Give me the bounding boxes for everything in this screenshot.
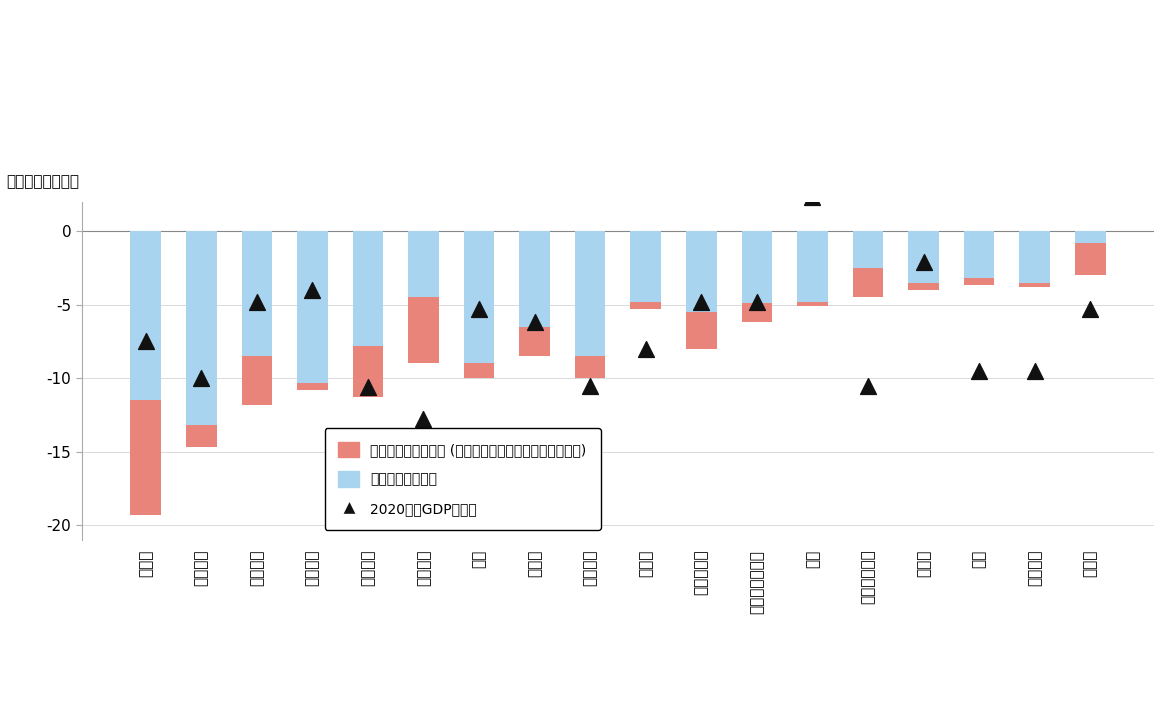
Bar [575,356,605,378]
Bar [131,231,161,400]
Bar [686,312,717,348]
Bar [964,278,995,285]
Bar [519,327,550,356]
Bar [798,302,828,306]
2020年のGDP成長率 [858,379,877,391]
Bar [908,231,939,282]
Bar [241,356,272,405]
Bar [1019,231,1051,282]
Bar [297,231,328,382]
Bar [742,231,772,303]
Bar [1019,282,1051,287]
Bar [131,400,161,515]
Bar [1075,231,1105,243]
Bar [852,231,884,268]
Bar [575,231,605,356]
2020年のGDP成長率 [526,317,545,328]
Bar [352,231,384,346]
Bar [185,231,217,426]
Bar [519,231,550,327]
2020年のGDP成長率 [359,381,378,392]
2020年のGDP成長率 [691,296,710,307]
Bar [352,346,384,397]
2020年のGDP成長率 [914,256,933,268]
2020年のGDP成長率 [637,343,655,354]
Bar [241,231,272,356]
2020年のGDP成長率 [247,296,266,307]
Bar [742,303,772,323]
2020年のGDP成長率 [470,303,489,315]
Bar [631,302,661,309]
Bar [185,426,217,447]
2020年のGDP成長率 [303,284,322,296]
Bar [798,231,828,302]
Bar [1075,243,1105,275]
2020年のGDP成長率 [970,365,989,377]
Bar [852,268,884,297]
Bar [464,364,494,378]
2020年のGDP成長率 [1025,365,1044,377]
Bar [686,231,717,312]
Bar [408,231,438,297]
2020年のGDP成長率 [192,372,211,384]
Bar [464,231,494,364]
Legend: 非裁量的な財政政策 (含む失業保険など自動安定化装置), 裁量的な財政政策, 2020年のGDP成長率: 非裁量的な財政政策 (含む失業保険など自動安定化装置), 裁量的な財政政策, 2… [324,428,600,530]
2020年のGDP成長率 [747,296,766,307]
2020年のGDP成長率 [136,336,155,347]
Bar [297,382,328,390]
2020年のGDP成長率 [1081,303,1100,315]
2020年のGDP成長率 [581,379,599,391]
2020年のGDP成長率 [803,192,822,203]
Text: （％、対ＧＤＰ）: （％、対ＧＤＰ） [7,174,79,189]
Bar [631,231,661,302]
Bar [408,297,438,364]
Bar [964,231,995,278]
Bar [908,282,939,290]
2020年のGDP成長率 [414,413,433,425]
